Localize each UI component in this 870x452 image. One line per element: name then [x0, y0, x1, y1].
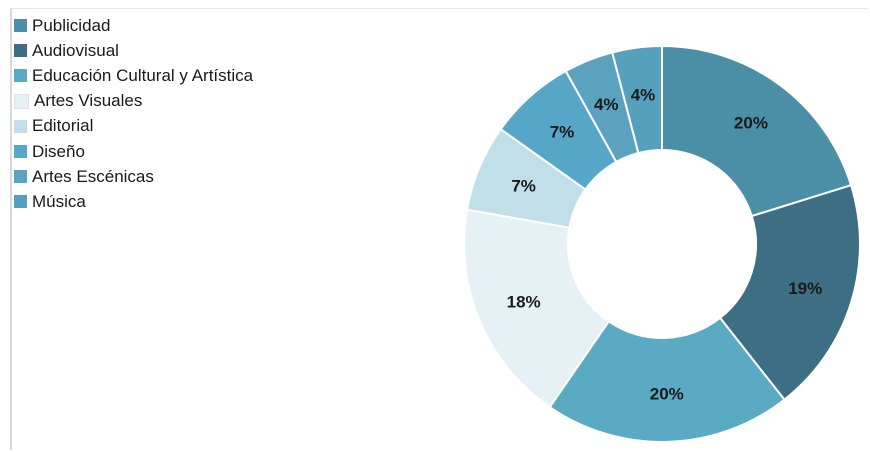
legend-entry: Editorial	[14, 114, 253, 139]
legend-label: Publicidad	[32, 15, 111, 35]
legend-entry: Artes Escénicas	[14, 164, 253, 189]
legend-swatch	[14, 119, 27, 133]
chart-frame	[10, 8, 868, 450]
slice-label: 4%	[631, 86, 656, 105]
legend-swatch	[14, 44, 27, 58]
slice-label: 19%	[788, 279, 822, 298]
slice-label: 20%	[650, 384, 684, 403]
slice-label: 18%	[507, 292, 541, 311]
donut-slice	[548, 316, 786, 443]
legend-entry: Publicidad	[14, 13, 253, 38]
donut-slice	[718, 183, 861, 402]
legend: Publicidad Audiovisual Educación Cultural …	[14, 13, 253, 215]
legend-entry: Diseño	[14, 139, 253, 164]
legend-swatch	[14, 170, 27, 184]
donut-slice	[463, 208, 611, 409]
legend-swatch	[14, 195, 27, 209]
donut-slice	[661, 44, 853, 218]
legend-swatch	[14, 93, 29, 109]
legend-swatch	[14, 69, 27, 83]
slice-label: 7%	[550, 123, 575, 142]
legend-label: Música	[32, 191, 86, 211]
slice-label: 20%	[734, 114, 768, 133]
legend-label: Artes Escénicas	[32, 166, 154, 186]
legend-label: Editorial	[32, 116, 94, 136]
legend-entry: Artes Visuales	[14, 89, 253, 114]
legend-entry: Educación Cultural y Artística	[14, 63, 253, 88]
donut-slice	[611, 44, 663, 155]
legend-label: Educación Cultural y Artística	[32, 65, 254, 85]
legend-entry: Música	[14, 189, 253, 214]
legend-label: Diseño	[32, 141, 85, 161]
legend-swatch	[14, 145, 27, 159]
legend-swatch	[14, 19, 27, 33]
slice-label: 4%	[594, 95, 619, 114]
slice-label: 7%	[511, 177, 536, 196]
legend-label: Audiovisual	[32, 40, 119, 60]
legend-entry: Audiovisual	[14, 38, 253, 63]
legend-label: Artes Visuales	[34, 91, 143, 111]
